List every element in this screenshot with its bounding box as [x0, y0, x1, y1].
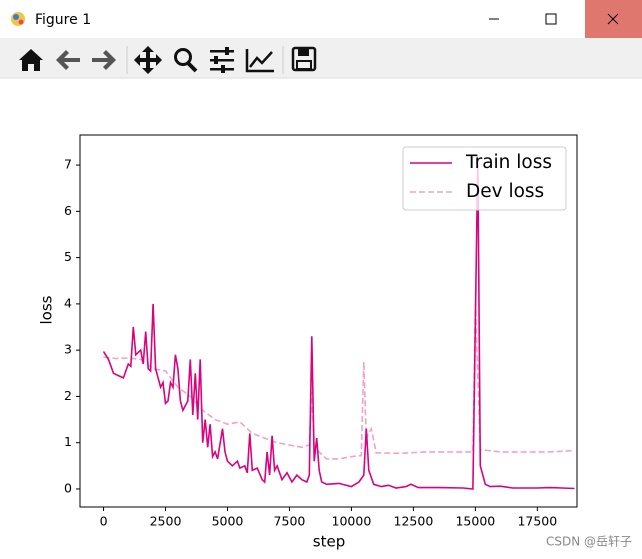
x-tick-label: 15000: [455, 514, 495, 529]
window-title: Figure 1: [35, 12, 91, 28]
plot: 0 2500 5000 7500 10000 12500 15000 17500 0 1 2 3 4 5 6…: [64, 134, 578, 529]
y-tick-label: 1: [64, 434, 72, 449]
maximize-button[interactable]: [545, 13, 557, 25]
back-button[interactable]: [56, 50, 80, 70]
line-series: [102, 155, 575, 490]
configure-button[interactable]: [210, 47, 234, 73]
x-tick-label: 5000: [212, 514, 244, 529]
zoom-button[interactable]: [174, 48, 198, 73]
x-tick-label: 12500: [394, 514, 434, 529]
edit-axis-button[interactable]: [245, 49, 274, 73]
x-tick-label: 17500: [517, 514, 557, 529]
x-tick-label: 2500: [150, 514, 182, 529]
y-tick-label: 3: [64, 342, 72, 357]
y-axis-label: loss: [38, 295, 56, 324]
x-tick-label: 7500: [274, 514, 306, 529]
y-tick-label: 2: [64, 388, 72, 403]
legend-label: Dev loss: [466, 181, 544, 202]
legend-label: Train loss: [465, 152, 552, 173]
x-tick-label: 10000: [332, 514, 372, 529]
pan-button[interactable]: [134, 46, 162, 74]
y-tick-label: 6: [64, 203, 72, 218]
y-tick-label: 0: [64, 480, 72, 495]
forward-button[interactable]: [92, 50, 116, 70]
save-button[interactable]: [291, 46, 317, 72]
x-axis-label: step: [313, 533, 345, 551]
toolbar-icons: [19, 46, 317, 74]
home-button[interactable]: [19, 49, 43, 71]
close-button[interactable]: [585, 0, 642, 38]
y-tick-label: 4: [64, 295, 72, 310]
app-icon: [11, 12, 25, 26]
x-tick-label: 0: [100, 514, 108, 529]
y-tick-label: 5: [64, 249, 72, 264]
y-tick-label: 7: [64, 157, 72, 172]
plot-frame: [79, 134, 578, 508]
watermark: CSDN @岳轩子: [546, 535, 632, 549]
